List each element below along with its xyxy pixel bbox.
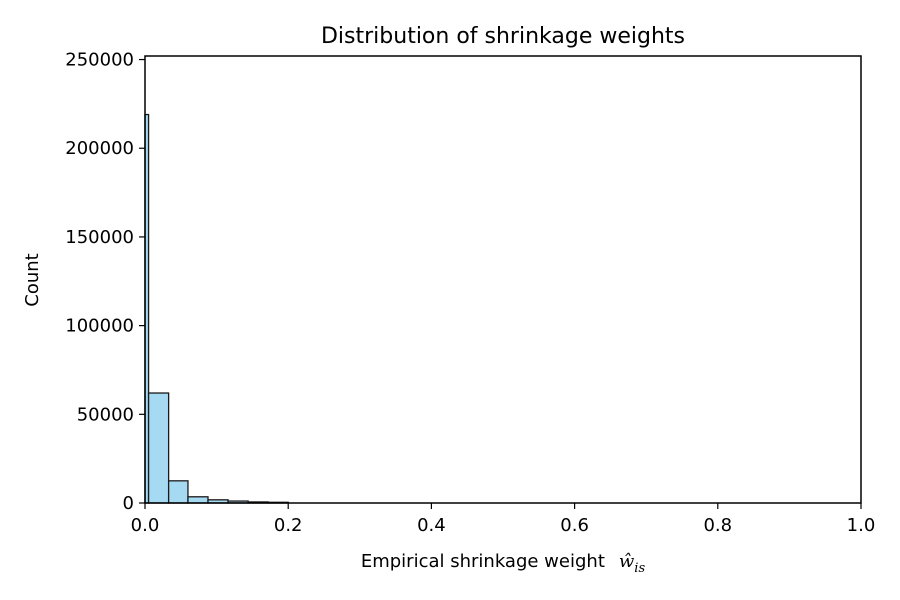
x-tick-label-3: 0.6 xyxy=(560,515,589,536)
x-tick-label-1: 0.2 xyxy=(274,515,303,536)
x-tick-label-4: 0.8 xyxy=(703,515,732,536)
x-axis-label-symbol: ŵ xyxy=(619,551,635,572)
y-tick-label-1: 50000 xyxy=(77,404,134,425)
y-tick-label-2: 100000 xyxy=(65,316,134,337)
histogram-bar-2 xyxy=(167,480,189,504)
histogram-bar-3 xyxy=(187,496,209,504)
histogram-bar-1 xyxy=(147,392,170,504)
x-tick-label-5: 1.0 xyxy=(847,515,876,536)
plot-frame xyxy=(144,55,862,504)
y-tick-label-4: 200000 xyxy=(65,138,134,159)
y-tick-label-0: 0 xyxy=(123,493,134,514)
x-axis-ticks: 0.0 0.2 0.4 0.6 0.8 1.0 xyxy=(131,503,876,536)
x-axis-label-text: Empirical shrinkage weight xyxy=(361,551,605,572)
x-axis-label-subscript: is xyxy=(634,561,645,576)
y-axis-label: Count xyxy=(22,253,43,306)
y-axis-ticks: 0 50000 100000 150000 200000 250000 xyxy=(65,50,145,514)
y-tick-label-3: 150000 xyxy=(65,227,134,248)
y-tick-label-5: 250000 xyxy=(65,50,134,71)
bars-group xyxy=(144,113,289,504)
x-axis-label: Empirical shrinkage weight ŵis xyxy=(361,551,646,576)
x-tick-label-2: 0.4 xyxy=(417,515,446,536)
chart-title: Distribution of shrinkage weights xyxy=(321,24,685,49)
x-tick-label-0: 0.0 xyxy=(131,515,160,536)
